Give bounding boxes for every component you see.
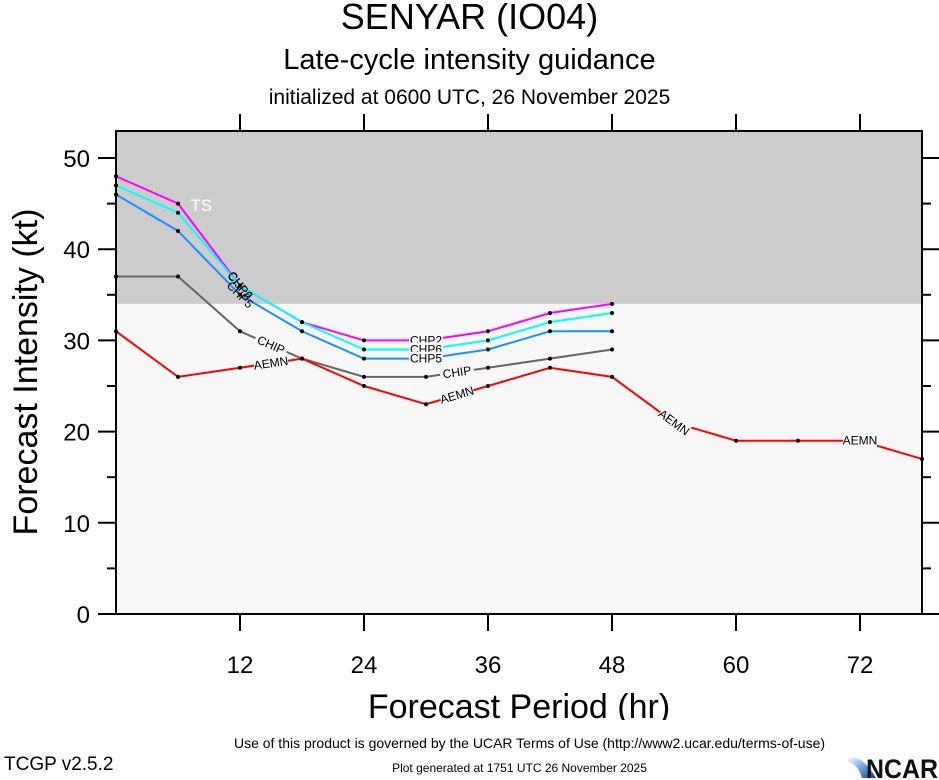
data-point-chp5 <box>486 347 490 352</box>
data-point-chp6 <box>548 320 552 325</box>
chart-subtitle: Late-cycle intensity guidance <box>283 44 656 76</box>
data-point-aemn <box>362 384 366 388</box>
version-label: TCGP v2.5.2 <box>4 754 114 775</box>
x-tick-label: 36 <box>475 652 502 679</box>
series-label-bg <box>253 353 289 373</box>
series-label-chp5: CHP5 <box>410 352 442 366</box>
series-label-bg <box>439 362 475 382</box>
data-point-chp6 <box>300 320 304 325</box>
data-point-chp5 <box>176 228 180 233</box>
band-below-ts <box>116 303 922 614</box>
data-point-chp2 <box>486 329 490 334</box>
data-point-chp2 <box>362 338 366 343</box>
y-axis-title: Forecast Intensity (kt) <box>7 209 45 536</box>
data-point-chp6 <box>176 210 180 215</box>
x-axis-title: Forecast Period (hr) <box>368 688 670 720</box>
data-point-chip <box>424 374 428 379</box>
data-point-chip <box>548 356 552 361</box>
axes: 0 10 20 30 40 50 12 24 36 48 60 72 <box>63 114 939 679</box>
data-point-chp6 <box>486 338 490 343</box>
data-point-aemn <box>610 374 614 379</box>
chart-title: SENYAR (IO04) <box>340 0 599 37</box>
series-label-bg <box>252 331 290 359</box>
y-tick-label: 10 <box>63 511 90 538</box>
data-point-chp5 <box>300 329 304 334</box>
data-point-chp5 <box>548 329 552 334</box>
ts-band-label: TS <box>190 196 212 215</box>
data-point-aemn <box>548 365 552 370</box>
data-point-chip <box>610 347 614 352</box>
series-label-aemn: AEMN <box>843 434 878 448</box>
series-line-aemn <box>115 330 923 460</box>
data-point-chp2 <box>548 311 552 316</box>
data-point-aemn <box>486 384 490 388</box>
series-label-chip: CHIP <box>442 363 472 381</box>
ncar-logo: NCAR <box>848 754 938 780</box>
data-point-chip <box>176 274 180 279</box>
intensity-chart: TS CHP2CHP2CHP6CHP6CHP5CHP5CHIPCHIPAEMNA… <box>7 114 939 720</box>
ncar-swoosh-icon <box>848 757 876 778</box>
data-point-chp5 <box>238 292 242 297</box>
data-point-aemn <box>734 438 738 443</box>
data-point-aemn <box>424 402 428 407</box>
series-label-bg <box>843 433 877 448</box>
ncar-logo-text: NCAR <box>866 754 938 780</box>
y-tick-label: 40 <box>63 237 90 264</box>
data-point-chp2 <box>610 301 614 306</box>
x-tick-label: 24 <box>351 652 378 679</box>
series-label-bg <box>656 406 692 439</box>
data-point-chip <box>486 365 490 370</box>
init-time: initialized at 0600 UTC, 26 November 202… <box>268 86 671 109</box>
data-point-chp5 <box>610 329 614 334</box>
y-tick-label: 20 <box>63 420 90 447</box>
intensity-bands <box>116 131 922 614</box>
data-point-aemn <box>300 356 304 361</box>
series-label-bg <box>438 383 476 407</box>
y-tick-label: 30 <box>63 328 90 355</box>
y-tick-label: 50 <box>63 146 90 173</box>
x-tick-label: 12 <box>227 652 254 679</box>
generated-time: Plot generated at 1751 UTC 26 November 2… <box>392 761 647 775</box>
terms-of-use: Use of this product is governed by the U… <box>233 735 826 751</box>
data-point-aemn <box>176 374 180 379</box>
series-group: CHP2CHP2CHP6CHP6CHP5CHP5CHIPCHIPAEMNAEMN… <box>114 174 924 461</box>
data-point-chip <box>238 329 242 334</box>
data-point-chp6 <box>238 283 242 288</box>
data-point-chip <box>362 374 366 379</box>
x-tick-label: 60 <box>723 652 750 679</box>
band-ts <box>116 131 922 304</box>
data-point-aemn <box>796 438 800 443</box>
data-point-chp2 <box>176 201 180 206</box>
data-point-chp6 <box>610 311 614 316</box>
series-label-bg <box>409 351 443 366</box>
y-tick-label: 0 <box>77 602 90 629</box>
x-tick-label: 72 <box>847 652 874 679</box>
series-label-aemn: AEMN <box>253 354 289 373</box>
x-tick-label: 48 <box>599 652 626 679</box>
data-point-aemn <box>238 365 242 370</box>
data-point-chp5 <box>362 356 366 361</box>
data-point-chp6 <box>362 347 366 352</box>
